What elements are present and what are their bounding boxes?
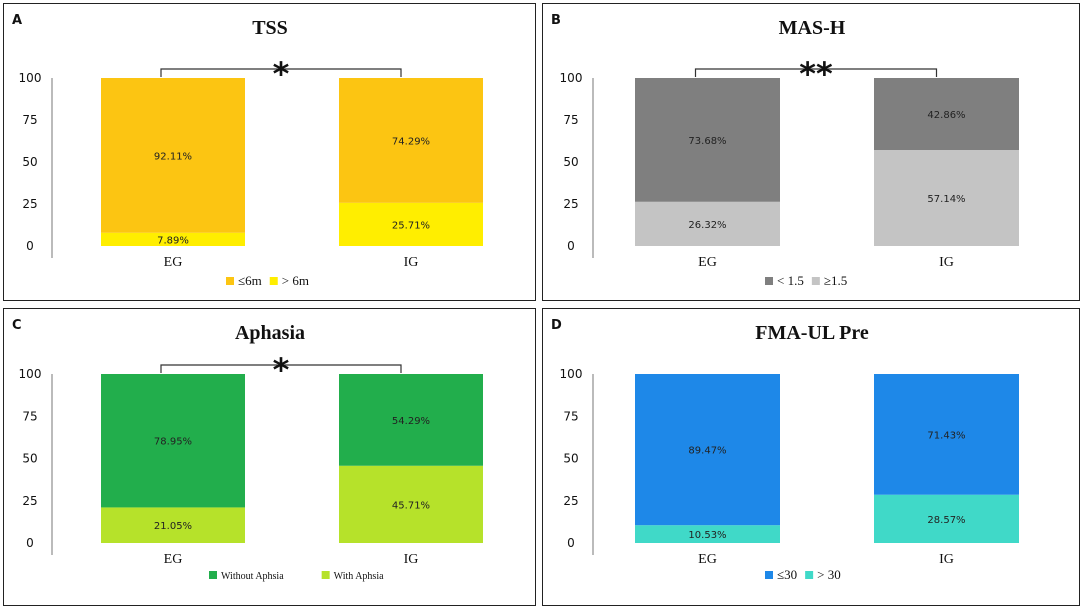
panel-label: C xyxy=(12,318,22,333)
legend-swatch xyxy=(321,571,330,579)
data-label: 54.29% xyxy=(392,416,430,427)
y-tick-label: 0 xyxy=(26,536,34,550)
data-label: 74.29% xyxy=(392,136,430,147)
bar-segment xyxy=(339,465,483,543)
y-tick-label: 100 xyxy=(560,71,583,85)
panel-d: D FMA-UL Pre 0 25 50 75 100 10.53% 89.47% EG 28.57… xyxy=(542,308,1080,606)
chart-title: FMA-UL Pre xyxy=(755,322,869,344)
significance-marker: * xyxy=(273,55,290,93)
legend-swatch xyxy=(811,277,820,285)
y-tick-label: 100 xyxy=(560,367,583,381)
x-category-label: EG xyxy=(164,552,183,567)
y-tick-label: 75 xyxy=(563,113,578,127)
legend-label: > 30 xyxy=(817,567,841,582)
y-tick-label: 0 xyxy=(567,239,575,253)
bar-segment xyxy=(874,374,1019,495)
y-tick-label: 75 xyxy=(22,409,37,423)
legend-swatch xyxy=(226,277,234,285)
bar-segment xyxy=(339,374,483,466)
panel-c: C Aphasia 0 25 50 75 100 21.05% 78.95% EG 45.71% 54… xyxy=(3,308,536,606)
bar-segment xyxy=(874,494,1019,543)
bar-segment xyxy=(101,507,245,543)
y-tick-label: 50 xyxy=(563,452,578,466)
legend-label: ≥1.5 xyxy=(824,273,847,288)
significance-marker: ** xyxy=(799,55,833,93)
legend-swatch xyxy=(269,277,278,285)
data-label: 78.95% xyxy=(154,437,192,448)
bar-segment xyxy=(101,232,245,246)
chart-title: MAS-H xyxy=(779,17,846,39)
panel-label: A xyxy=(12,13,22,28)
data-label: 57.14% xyxy=(927,194,965,205)
y-tick-label: 75 xyxy=(22,113,37,127)
y-tick-label: 50 xyxy=(22,155,37,169)
x-category-label: EG xyxy=(164,255,183,270)
data-label: 89.47% xyxy=(688,446,726,457)
data-label: 73.68% xyxy=(688,136,726,147)
data-label: 7.89% xyxy=(157,235,189,246)
bar-segment xyxy=(635,201,780,246)
y-tick-label: 25 xyxy=(22,494,37,508)
significance-marker: * xyxy=(273,351,290,389)
y-tick-label: 25 xyxy=(22,197,37,211)
y-tick-label: 100 xyxy=(19,71,42,85)
data-label: 25.71% xyxy=(392,220,430,231)
x-category-label: IG xyxy=(404,552,419,567)
bar-segment xyxy=(339,78,483,203)
x-category-label: IG xyxy=(939,255,954,270)
legend-label: ≤30 xyxy=(777,567,797,582)
bar-segment xyxy=(874,150,1019,246)
data-label: 45.71% xyxy=(392,500,430,511)
data-label: 21.05% xyxy=(154,521,192,532)
bar-segment xyxy=(101,78,245,233)
legend-label: > 6m xyxy=(282,273,309,288)
legend-label: ≤6m xyxy=(238,273,262,288)
bar-segment xyxy=(874,78,1019,151)
legend-label: Without Aphsia xyxy=(221,571,284,582)
panel-b: B MAS-H 0 25 50 75 100 26.32% 73.68% EG 57.14% 42.8… xyxy=(542,3,1080,301)
data-label: 26.32% xyxy=(688,220,726,231)
bar-segment xyxy=(339,202,483,246)
y-tick-label: 75 xyxy=(563,409,578,423)
legend-swatch xyxy=(209,571,217,579)
x-category-label: EG xyxy=(698,552,717,567)
data-label: 92.11% xyxy=(154,151,192,162)
y-tick-label: 25 xyxy=(563,197,578,211)
panel-label: D xyxy=(551,318,562,333)
chart-svg: C Aphasia 0 25 50 75 100 21.05% 78.95% EG 45.71% 54… xyxy=(12,318,483,582)
legend-label: With Aphsia xyxy=(334,571,384,582)
data-label: 71.43% xyxy=(927,430,965,441)
chart-svg: B MAS-H 0 25 50 75 100 26.32% 73.68% EG 57.14% 42.8… xyxy=(551,13,1019,288)
chart-title: Aphasia xyxy=(235,322,305,344)
bar-segment xyxy=(635,525,780,543)
y-tick-label: 0 xyxy=(26,239,34,253)
y-tick-label: 25 xyxy=(563,494,578,508)
legend-swatch xyxy=(805,571,814,579)
bar-segment xyxy=(101,374,245,508)
chart-svg: D FMA-UL Pre 0 25 50 75 100 10.53% 89.47% EG 28.57… xyxy=(551,318,1019,582)
data-label: 42.86% xyxy=(927,110,965,121)
significance-bracket xyxy=(694,68,938,77)
data-label: 28.57% xyxy=(927,515,965,526)
bar-segment xyxy=(635,78,780,202)
data-label: 10.53% xyxy=(688,530,726,541)
chart-title: TSS xyxy=(252,17,288,39)
panel-a: A TSS 0 25 50 75 100 7.89% 92.11% EG 25.71% 74.29% I… xyxy=(3,3,536,301)
significance-bracket xyxy=(160,68,402,77)
x-category-label: IG xyxy=(939,552,954,567)
significance-bracket xyxy=(160,364,402,373)
legend-label: < 1.5 xyxy=(777,273,804,288)
x-category-label: EG xyxy=(698,255,717,270)
x-category-label: IG xyxy=(404,255,419,270)
bar-segment xyxy=(635,374,780,526)
y-tick-label: 0 xyxy=(567,536,575,550)
chart-svg: A TSS 0 25 50 75 100 7.89% 92.11% EG 25.71% 74.29% I… xyxy=(12,13,483,288)
panel-label: B xyxy=(551,13,561,28)
legend-swatch xyxy=(765,277,773,285)
y-tick-label: 100 xyxy=(19,367,42,381)
y-tick-label: 50 xyxy=(563,155,578,169)
y-tick-label: 50 xyxy=(22,452,37,466)
legend-swatch xyxy=(765,571,773,579)
